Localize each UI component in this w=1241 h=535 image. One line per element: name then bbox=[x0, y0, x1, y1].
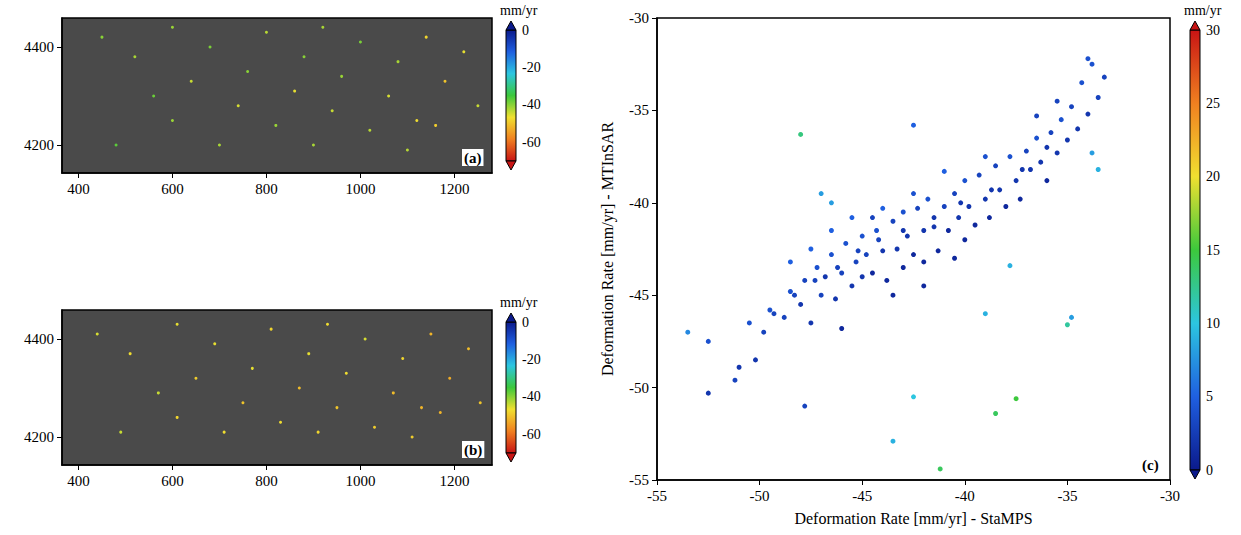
svg-text:1000: 1000 bbox=[345, 181, 375, 197]
svg-text:5: 5 bbox=[1206, 389, 1213, 404]
svg-text:0: 0 bbox=[1206, 463, 1213, 478]
svg-text:-35: -35 bbox=[629, 102, 649, 118]
svg-text:-50: -50 bbox=[750, 488, 770, 504]
svg-text:-40: -40 bbox=[522, 389, 541, 404]
svg-text:4400: 4400 bbox=[24, 331, 54, 347]
svg-text:-50: -50 bbox=[629, 380, 649, 396]
svg-text:800: 800 bbox=[255, 473, 278, 489]
svg-text:1200: 1200 bbox=[439, 473, 469, 489]
svg-text:15: 15 bbox=[1206, 243, 1220, 258]
svg-text:-55: -55 bbox=[629, 472, 649, 488]
svg-text:4400: 4400 bbox=[24, 39, 54, 55]
svg-text:25: 25 bbox=[1206, 96, 1220, 111]
svg-text:-20: -20 bbox=[522, 352, 541, 367]
svg-text:-45: -45 bbox=[629, 287, 649, 303]
svg-text:400: 400 bbox=[67, 181, 90, 197]
svg-text:600: 600 bbox=[161, 473, 184, 489]
svg-text:0: 0 bbox=[522, 315, 529, 330]
svg-text:-45: -45 bbox=[852, 488, 872, 504]
svg-text:1200: 1200 bbox=[439, 181, 469, 197]
svg-text:-20: -20 bbox=[522, 60, 541, 75]
svg-text:mm/yr: mm/yr bbox=[500, 3, 538, 18]
svg-text:mm/yr: mm/yr bbox=[500, 295, 538, 310]
svg-text:(c): (c) bbox=[1142, 457, 1159, 474]
svg-text:mm/yr: mm/yr bbox=[1184, 3, 1222, 18]
svg-text:(a): (a) bbox=[464, 150, 482, 167]
svg-text:Deformation Rate [mm/yr] - MTI: Deformation Rate [mm/yr] - MTInSAR bbox=[599, 122, 617, 377]
svg-text:-30: -30 bbox=[629, 10, 649, 26]
svg-text:Deformation Rate [mm/yr] - Sta: Deformation Rate [mm/yr] - StaMPS bbox=[794, 510, 1032, 528]
svg-text:-55: -55 bbox=[647, 488, 667, 504]
svg-text:-35: -35 bbox=[1057, 488, 1077, 504]
svg-text:-60: -60 bbox=[522, 427, 541, 442]
svg-text:400: 400 bbox=[67, 473, 90, 489]
svg-text:0: 0 bbox=[522, 23, 529, 38]
svg-text:30: 30 bbox=[1206, 23, 1220, 38]
svg-text:-40: -40 bbox=[629, 195, 649, 211]
svg-text:1000: 1000 bbox=[345, 473, 375, 489]
svg-text:-40: -40 bbox=[522, 97, 541, 112]
svg-text:-40: -40 bbox=[955, 488, 975, 504]
svg-text:800: 800 bbox=[255, 181, 278, 197]
svg-text:4200: 4200 bbox=[24, 429, 54, 445]
svg-text:-60: -60 bbox=[522, 135, 541, 150]
svg-text:600: 600 bbox=[161, 181, 184, 197]
svg-text:10: 10 bbox=[1206, 316, 1220, 331]
svg-text:20: 20 bbox=[1206, 169, 1220, 184]
svg-text:4200: 4200 bbox=[24, 137, 54, 153]
svg-text:-30: -30 bbox=[1160, 488, 1180, 504]
svg-text:(b): (b) bbox=[464, 442, 482, 459]
